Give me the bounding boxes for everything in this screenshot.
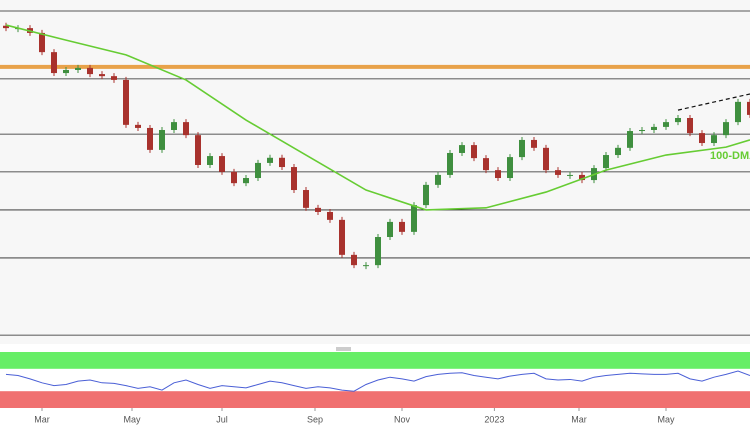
candle-body: [303, 190, 309, 208]
candle-body: [471, 145, 477, 159]
candle-body: [363, 265, 369, 267]
candle-body: [135, 124, 141, 128]
candle-body: [603, 155, 609, 169]
candle-body: [435, 174, 441, 185]
candle-body: [627, 131, 633, 148]
x-tick-label: Mar: [34, 414, 50, 424]
candle-body: [519, 139, 525, 158]
rsi-line: [5, 370, 750, 392]
candle-body: [99, 74, 105, 77]
candle-body: [687, 117, 693, 134]
x-tick-label: Sep: [307, 414, 323, 424]
candle-body: [555, 170, 561, 175]
trendline: [677, 93, 750, 111]
candle-body: [315, 207, 321, 212]
candle-body: [51, 52, 57, 74]
x-tick-label: May: [657, 414, 675, 424]
candle-body: [699, 133, 705, 144]
x-tick-label: Jul: [216, 414, 228, 424]
candle-body: [723, 122, 729, 136]
candle-body: [411, 205, 417, 232]
candle-body: [747, 101, 750, 115]
candle-body: [171, 122, 177, 130]
candle-body: [231, 171, 237, 184]
candle-body: [219, 156, 225, 172]
candle-body: [183, 122, 189, 136]
candle-body: [111, 76, 117, 80]
candle-body: [159, 129, 165, 150]
x-tick-label: 2023: [484, 414, 504, 424]
candle-body: [459, 145, 465, 153]
candle-body: [399, 221, 405, 232]
candle-body: [267, 157, 273, 163]
rsi-overbought: [0, 352, 750, 369]
dma-label: 100-DMA: [710, 150, 750, 162]
candle-body: [507, 157, 513, 179]
candle-body: [243, 178, 249, 184]
candle-body: [147, 127, 153, 150]
candle-body: [735, 101, 741, 123]
candle-body: [531, 139, 537, 148]
dma-line: [5, 24, 750, 211]
candle-body: [663, 122, 669, 127]
candle-body: [75, 67, 81, 70]
candle-body: [375, 237, 381, 266]
candle-body: [87, 67, 93, 75]
x-tick-label: Nov: [394, 414, 411, 424]
candle-body: [615, 147, 621, 156]
candle-body: [651, 126, 657, 130]
candle-body: [495, 170, 501, 179]
candle-body: [3, 25, 9, 29]
candle-body: [39, 32, 45, 53]
candle-body: [711, 135, 717, 144]
highlight-level: [0, 64, 750, 69]
candle-body: [195, 135, 201, 165]
x-tick-label: Mar: [571, 414, 587, 424]
candle-body: [123, 79, 129, 125]
candle-body: [63, 69, 69, 74]
candle-body: [675, 117, 681, 123]
candle-body: [639, 129, 645, 132]
candle-body: [291, 167, 297, 191]
candle-body: [387, 221, 393, 238]
rsi-oversold: [0, 391, 750, 408]
candle-body: [255, 162, 261, 179]
candle-body: [567, 174, 573, 176]
x-tick-label: May: [123, 414, 141, 424]
candle-body: [483, 158, 489, 171]
candle-body: [543, 147, 549, 171]
candle-body: [339, 219, 345, 255]
candle-body: [207, 156, 213, 165]
candle-body: [327, 211, 333, 220]
candle-body: [279, 157, 285, 168]
candle-body: [351, 254, 357, 266]
candle-body: [423, 184, 429, 206]
candle-body: [579, 174, 585, 181]
candle-body: [447, 152, 453, 175]
